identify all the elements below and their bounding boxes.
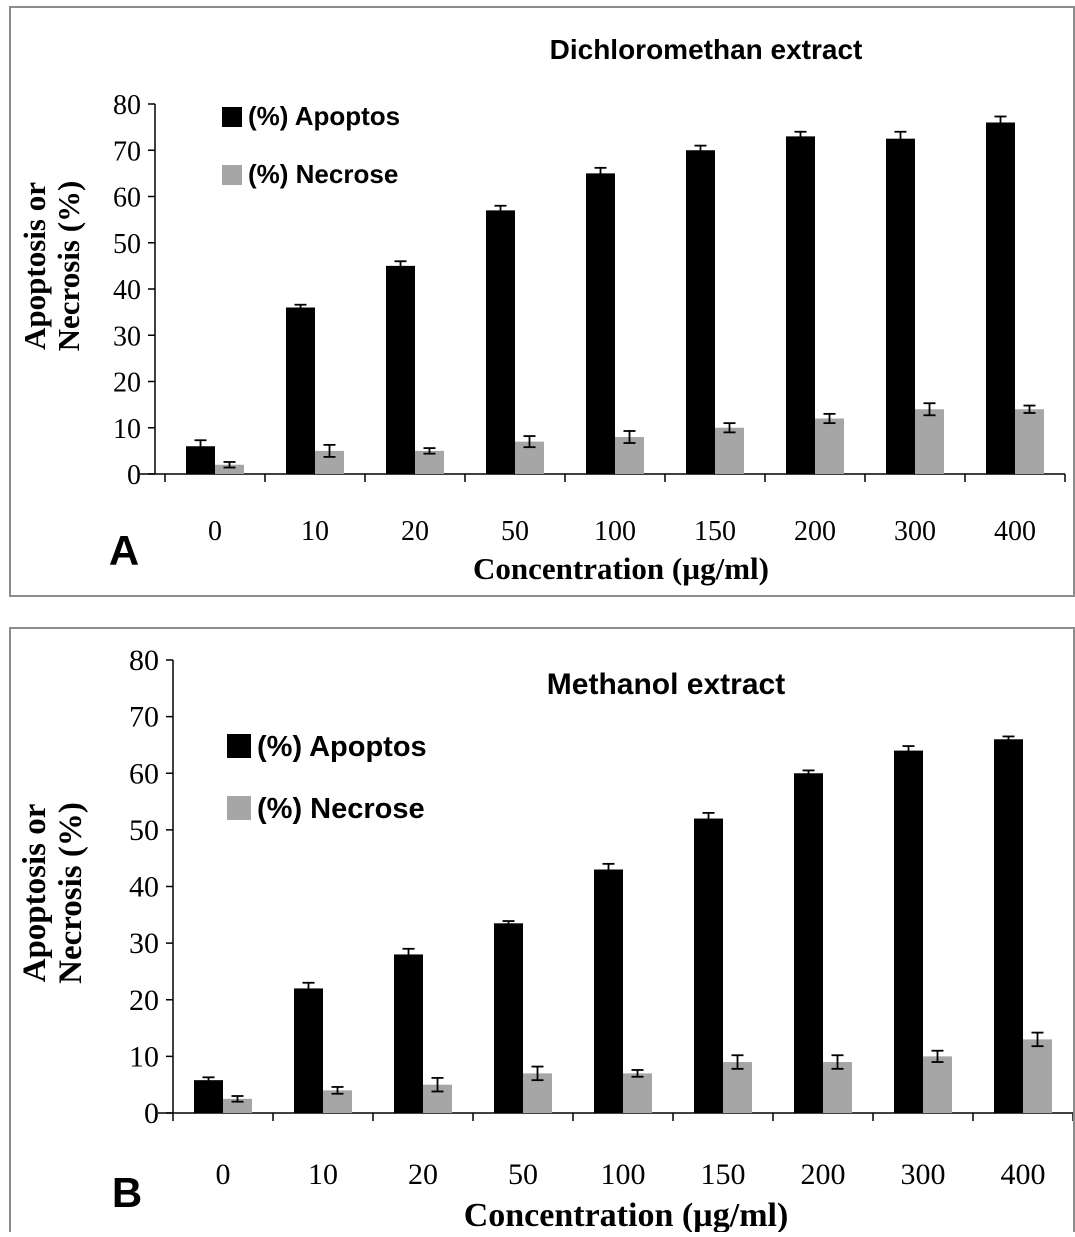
necrosis-bar xyxy=(815,418,844,474)
y-tick-label: 0 xyxy=(144,1097,159,1130)
x-tick-label: 100 xyxy=(594,516,636,547)
apoptosis-bar xyxy=(686,150,715,474)
x-tick-label: 400 xyxy=(994,516,1036,547)
apoptosis-necrosis-chart-a: Dichloromethan extract Apoptosis or Necr… xyxy=(17,34,1066,586)
y-axis-label: Apoptosis or Necrosis (%) xyxy=(17,802,89,984)
x-tick-label: 20 xyxy=(408,1158,438,1191)
y-tick-label: 20 xyxy=(129,984,159,1017)
necrosis-bar xyxy=(1015,409,1044,474)
legend-swatch-apoptosis xyxy=(222,107,242,127)
necrosis-bar xyxy=(715,427,744,474)
apoptosis-bar xyxy=(394,954,423,1113)
x-tick-label: 0 xyxy=(216,1158,231,1191)
necrosis-bar xyxy=(723,1062,752,1113)
x-tick-label: 10 xyxy=(301,516,329,547)
necrosis-bar xyxy=(823,1062,852,1113)
legend-swatch-necrosis xyxy=(222,165,242,185)
legend-label-apoptosis: (%) Apoptos xyxy=(248,101,400,131)
x-tick-label: 20 xyxy=(401,516,429,547)
y-tick-label: 30 xyxy=(113,321,141,352)
x-tick-label: 300 xyxy=(901,1158,946,1191)
y-tick-label: 30 xyxy=(129,927,159,960)
y-tick-label: 60 xyxy=(129,757,159,790)
apoptosis-bar xyxy=(294,988,323,1113)
apoptosis-bar xyxy=(386,265,415,474)
apoptosis-bar xyxy=(794,773,823,1113)
y-tick-label: 80 xyxy=(129,644,159,677)
necrosis-bar xyxy=(415,450,444,474)
y-axis-label-line-2: Necrosis (%) xyxy=(53,802,89,984)
necrosis-bar xyxy=(223,1098,252,1113)
necrosis-bar xyxy=(315,450,344,474)
apoptosis-bar xyxy=(494,923,523,1113)
apoptosis-necrosis-chart-b: Methanol extract Apoptosis or Necrosis (… xyxy=(17,644,1074,1234)
apoptosis-bar xyxy=(486,210,515,474)
y-axis-label-line-1: Apoptosis or xyxy=(17,804,53,983)
x-tick-label: 200 xyxy=(794,516,836,547)
y-tick-label: 10 xyxy=(129,1040,159,1073)
y-axis-label: Apoptosis or Necrosis (%) xyxy=(17,181,86,352)
y-tick-label: 70 xyxy=(113,136,141,167)
legend-label-necrosis: (%) Necrose xyxy=(248,159,398,189)
x-tick-label: 150 xyxy=(694,516,736,547)
y-tick-label: 60 xyxy=(113,183,141,214)
apoptosis-bar xyxy=(886,138,915,474)
necrosis-bar xyxy=(915,409,944,474)
apoptosis-bar xyxy=(786,136,815,474)
apoptosis-bar xyxy=(586,173,615,474)
legend-label-necrosis: (%) Necrose xyxy=(257,793,425,825)
apoptosis-bar xyxy=(594,869,623,1113)
x-tick-label: 100 xyxy=(601,1158,646,1191)
chart-panel-b: Methanol extract Apoptosis or Necrosis (… xyxy=(9,627,1075,1234)
y-tick-label: 50 xyxy=(129,814,159,847)
y-tick-label: 40 xyxy=(129,871,159,904)
apoptosis-bar xyxy=(986,122,1015,474)
necrosis-bar xyxy=(623,1073,652,1113)
y-tick-label: 40 xyxy=(113,275,141,306)
x-axis-label: Concentration (µg/ml) xyxy=(464,1197,789,1232)
y-tick-label: 70 xyxy=(129,701,159,734)
panel-label: B xyxy=(112,1169,142,1216)
legend-swatch-apoptosis xyxy=(227,734,251,758)
apoptosis-bar xyxy=(894,750,923,1113)
x-tick-label: 150 xyxy=(701,1158,746,1191)
x-tick-label: 50 xyxy=(501,516,529,547)
necrosis-bar xyxy=(923,1056,952,1113)
necrosis-bar xyxy=(1023,1039,1052,1113)
y-axis-label-line-1: Apoptosis or xyxy=(17,182,52,350)
x-axis-label: Concentration (µg/ml) xyxy=(473,551,769,586)
y-tick-label: 80 xyxy=(113,90,141,121)
x-tick-label: 50 xyxy=(508,1158,538,1191)
x-tick-label: 200 xyxy=(801,1158,846,1191)
y-tick-label: 20 xyxy=(113,368,141,399)
x-tick-label: 300 xyxy=(894,516,936,547)
necrosis-bar xyxy=(215,464,244,474)
apoptosis-bar xyxy=(286,307,315,474)
chart-title: Methanol extract xyxy=(547,668,785,701)
y-tick-label: 50 xyxy=(113,229,141,260)
apoptosis-bar xyxy=(994,739,1023,1113)
panel-label: A xyxy=(109,527,139,574)
apoptosis-bar xyxy=(694,818,723,1113)
chart-panel-a: Dichloromethan extract Apoptosis or Necr… xyxy=(9,6,1075,597)
necrosis-bar xyxy=(323,1090,352,1113)
x-tick-label: 0 xyxy=(208,516,222,547)
y-axis-label-line-2: Necrosis (%) xyxy=(51,181,86,352)
chart-title: Dichloromethan extract xyxy=(550,34,863,65)
x-tick-label: 10 xyxy=(308,1158,338,1191)
y-tick-label: 10 xyxy=(113,414,141,445)
apoptosis-bar xyxy=(194,1080,223,1113)
y-tick-label: 0 xyxy=(127,460,141,491)
x-tick-label: 400 xyxy=(1001,1158,1046,1191)
legend-label-apoptosis: (%) Apoptos xyxy=(257,731,427,763)
legend-swatch-necrosis xyxy=(227,796,251,820)
